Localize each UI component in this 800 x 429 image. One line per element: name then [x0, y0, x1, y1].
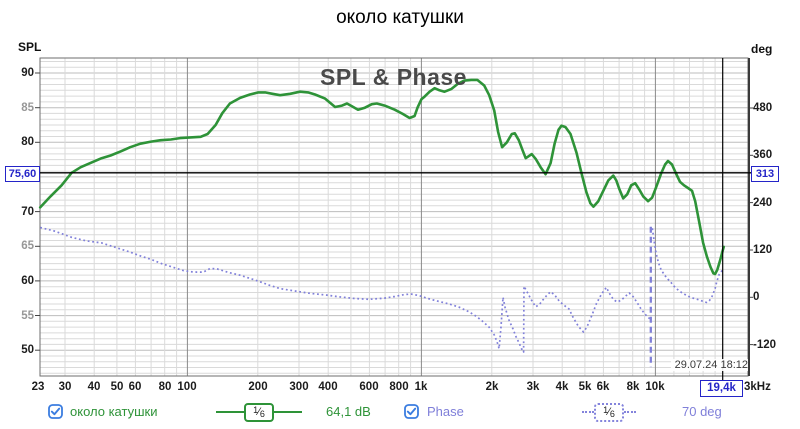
- freq-cursor-readout[interactable]: 19,4k: [700, 380, 743, 397]
- freq-tick-label: 100: [177, 381, 197, 393]
- spl-tick-label: 70: [21, 206, 34, 218]
- spl-tick-label: 90: [21, 67, 34, 79]
- checkbox-check-icon: [404, 404, 419, 419]
- spl-tick-label: 65: [21, 240, 34, 252]
- plot-frame: [39, 57, 750, 377]
- freq-tick-label: 40: [87, 381, 101, 393]
- deg-tick-label: 0: [753, 291, 760, 303]
- freq-tick-label: 10k: [645, 381, 665, 393]
- checkbox-check-icon: [48, 404, 63, 419]
- phase-line-sample: [624, 411, 636, 413]
- spl-legend-label: около катушки: [70, 404, 158, 419]
- freq-tick-label: 800: [389, 381, 409, 393]
- phase-smoothing-box: 1 ⁄ 6: [594, 402, 624, 422]
- freq-tick-label: 2k: [485, 381, 499, 393]
- freq-tick-label: 6k: [596, 381, 610, 393]
- right-axis-unit: deg: [751, 42, 773, 56]
- spl-line-sample: [274, 411, 302, 413]
- deg-tick-label: 360: [753, 149, 773, 161]
- freq-tick-label: 80: [158, 381, 172, 393]
- freq-tick-label: 8k: [626, 381, 640, 393]
- spl-line-sample: [216, 411, 244, 413]
- spl-smoothing-control[interactable]: 1 ⁄ 6: [216, 402, 302, 422]
- phase-cursor-value: 70 deg: [682, 404, 722, 419]
- spl-cursor-value: 64,1 dB: [326, 404, 371, 419]
- freq-tick-label: 300: [289, 381, 309, 393]
- phase-checkbox[interactable]: [404, 404, 419, 419]
- plot-watermark: SPL & Phase: [320, 64, 467, 90]
- freq-tick-label: 3k: [526, 381, 540, 393]
- x-axis-end-label: 3kHz: [744, 381, 771, 393]
- freq-tick-label: 400: [318, 381, 338, 393]
- phase-smoothing-control[interactable]: 1 ⁄ 6: [582, 402, 636, 422]
- freq-tick-label: 5k: [578, 381, 592, 393]
- left-axis-unit: SPL: [18, 40, 42, 54]
- freq-tick-label: 60: [128, 381, 142, 393]
- deg-tick-label: 480: [753, 102, 773, 114]
- spl-marker-readout[interactable]: 75,60: [5, 166, 40, 182]
- spl-curve: [38, 78, 726, 276]
- spl-tick-label: 85: [21, 102, 34, 114]
- cursor-lines[interactable]: [38, 58, 751, 380]
- freq-tick-label: 200: [248, 381, 268, 393]
- grid-vertical: [64, 58, 716, 376]
- spl-tick-label: 60: [21, 275, 34, 287]
- freq-tick-label: 1k: [414, 381, 428, 393]
- phase-legend-label: Phase: [427, 404, 464, 419]
- freq-tick-label: 4k: [555, 381, 569, 393]
- freq-tick-label: 50: [110, 381, 124, 393]
- phase-marker-readout[interactable]: 313: [751, 166, 779, 182]
- phase-line-sample: [582, 411, 594, 413]
- deg-tick-label: 240: [753, 197, 773, 209]
- freq-tick-label: 23: [31, 381, 45, 393]
- freq-tick-label: 600: [359, 381, 379, 393]
- freq-tick-label: 30: [58, 381, 72, 393]
- grid-horizontal: [40, 61, 748, 374]
- spl-checkbox[interactable]: [48, 404, 63, 419]
- measurement-date: 29.07.24 18:12: [671, 359, 748, 371]
- deg-tick-label: -120: [753, 339, 777, 351]
- spl-tick-label: 80: [21, 136, 34, 148]
- spl-tick-label: 55: [21, 310, 34, 322]
- chart-title: около катушки: [336, 7, 464, 28]
- spl-tick-label: 50: [21, 344, 34, 356]
- deg-tick-label: 120: [753, 244, 773, 256]
- spl-smoothing-box: 1 ⁄ 6: [244, 402, 274, 422]
- phase-curve: [39, 226, 724, 368]
